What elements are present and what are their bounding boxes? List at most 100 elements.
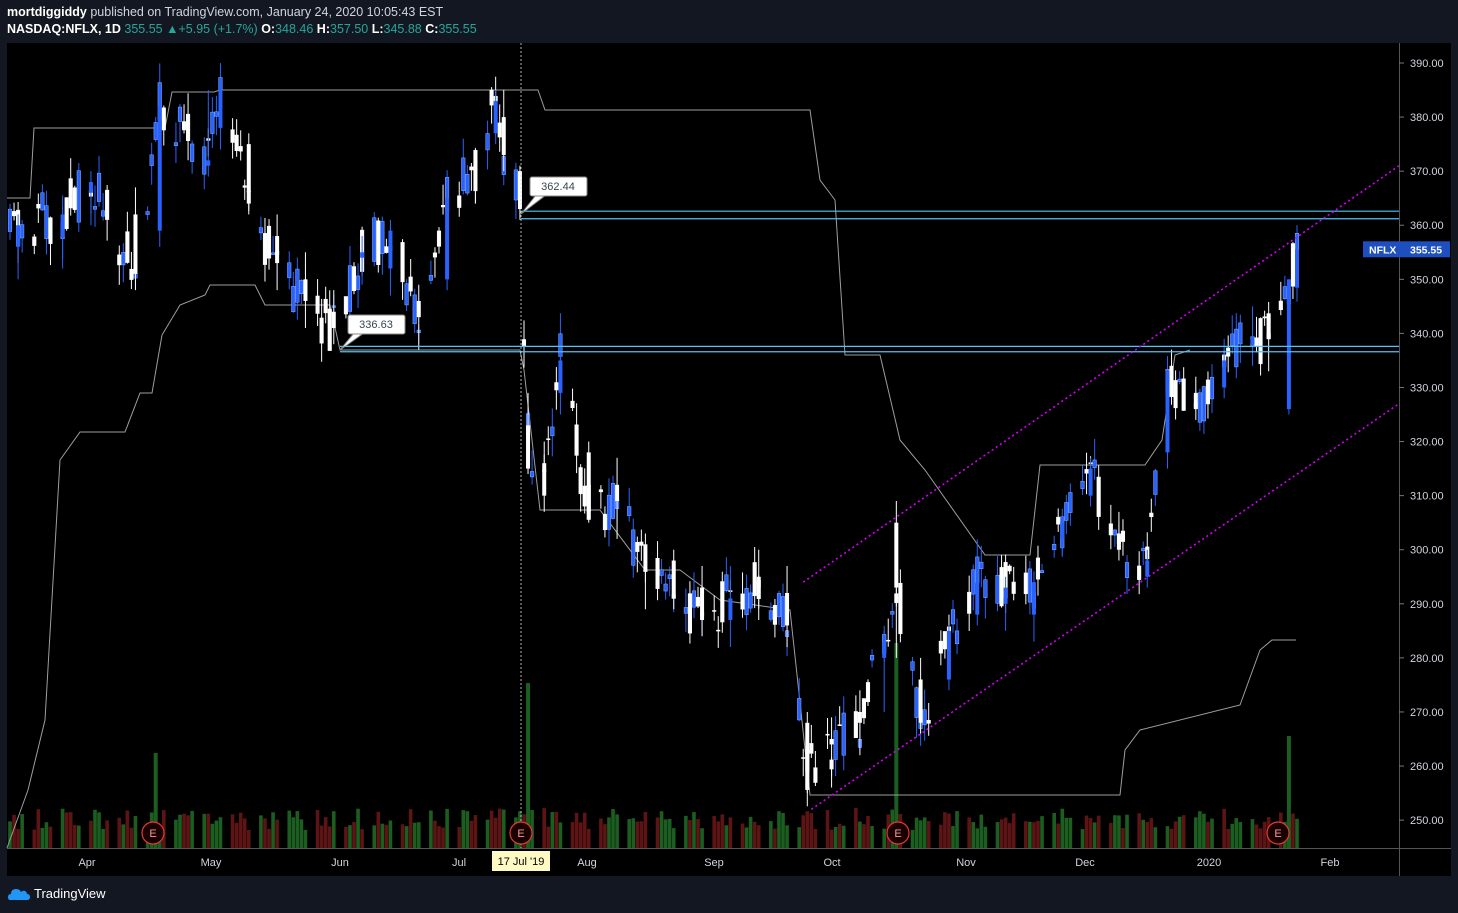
volume-bar (64, 812, 69, 848)
last-price: 355.55 (124, 22, 163, 36)
volume-bar (1230, 823, 1235, 848)
candle-up (101, 210, 106, 217)
candle-up (485, 133, 490, 151)
candle-down (967, 591, 972, 614)
candle-down (853, 711, 858, 738)
crosshair-date-box (492, 851, 550, 871)
volume-bar (748, 816, 753, 848)
candle-up (461, 157, 466, 191)
volume-bar (1068, 817, 1073, 848)
volume-bar (1060, 808, 1065, 848)
candle-up (157, 106, 162, 231)
candle-up (1039, 570, 1045, 573)
candle-down (343, 296, 348, 315)
candle-down (234, 134, 239, 151)
candle-down (1035, 557, 1041, 580)
channel-lines[interactable] (802, 165, 1400, 810)
candle-up (388, 230, 393, 269)
candle-up (96, 172, 102, 202)
volume-bar (287, 810, 292, 848)
volume-bar (437, 826, 441, 848)
candle-down (351, 266, 357, 292)
candle-down (526, 425, 531, 469)
candle-down (376, 220, 381, 266)
candle-up (1209, 376, 1215, 400)
candle-down (246, 144, 251, 204)
time-tick-label: Jul (452, 857, 466, 869)
horizontal-levels[interactable] (340, 210, 1399, 353)
volume-bar (833, 826, 838, 848)
candle-up (558, 333, 563, 357)
volume-bar (1096, 815, 1101, 848)
volume-bar (752, 821, 757, 848)
earnings-label: E (1274, 828, 1281, 840)
candle-down (582, 485, 587, 507)
open-label: O: (261, 22, 276, 36)
volume-spike (526, 683, 531, 848)
volume-bar (97, 812, 101, 848)
candle-down (813, 767, 818, 783)
author-name[interactable]: mortdiggiddy (7, 5, 87, 19)
candle-down (327, 308, 332, 351)
volume-bar (473, 815, 478, 848)
price-tick-label: 330.00 (1410, 382, 1444, 394)
candle-down (1137, 565, 1142, 580)
volume-bar (955, 811, 959, 848)
candle-down (756, 576, 761, 588)
candle-down (829, 739, 834, 745)
up-arrow-icon: ▲ (166, 22, 179, 36)
volume-bar (554, 811, 559, 848)
volume-bar (611, 808, 615, 848)
volume-bar (303, 829, 308, 848)
publish-line: mortdiggiddy published on TradingView.co… (7, 5, 443, 19)
candle-up (890, 611, 895, 615)
candle-down (1149, 512, 1154, 518)
volume-spike (894, 643, 899, 848)
volume-bar (275, 819, 279, 848)
candle-down (720, 581, 725, 623)
candle-down (1056, 516, 1061, 525)
volume-bar (489, 810, 494, 848)
candle-down (125, 231, 130, 263)
candle-down (11, 211, 17, 217)
candle-up (1027, 568, 1032, 603)
candle-up (1145, 560, 1150, 577)
time-axis[interactable]: Apr May Jun Jul 17 Jul '19 Aug Sep Oct Nov Dec 202… (78, 851, 1339, 871)
volume-bar (89, 820, 93, 848)
candle-down (837, 724, 842, 726)
volume-bar (922, 817, 927, 848)
volume-bar (882, 828, 886, 848)
candle-up (465, 173, 470, 194)
candle-down (1290, 243, 1296, 287)
volume-bar (1145, 821, 1150, 848)
cloud-icon (8, 889, 30, 901)
candle-up (728, 598, 733, 621)
volume-bar (1250, 819, 1255, 848)
candle-down (1011, 581, 1016, 594)
low-label: L: (371, 22, 384, 36)
volume-bar (16, 828, 20, 848)
volume-bar (671, 828, 676, 848)
volume-bar (635, 821, 640, 848)
candle-down (671, 560, 676, 599)
tradingview-logo[interactable]: TradingView (8, 886, 106, 901)
earnings-marker (886, 821, 910, 845)
volume-bar (870, 826, 874, 848)
symbol-name[interactable]: NASDAQ:NFLX, 1D (7, 22, 121, 36)
price-tag-box (1363, 241, 1450, 258)
volume-bar (615, 814, 619, 848)
candle-down (1254, 337, 1259, 347)
candle-down (32, 236, 37, 246)
volume-bar (1024, 821, 1028, 848)
candle-down (457, 195, 462, 208)
candle-up (271, 252, 276, 255)
volume-bar (700, 828, 704, 848)
candle-up (971, 569, 976, 595)
candle-down (805, 722, 810, 772)
price-axis[interactable]: 390.00 380.00 370.00 360.00 350.00 340.00 330.… (1399, 58, 1444, 827)
candle-up (1177, 378, 1182, 382)
volume-bar (1109, 822, 1113, 848)
volume-bar (36, 809, 41, 848)
